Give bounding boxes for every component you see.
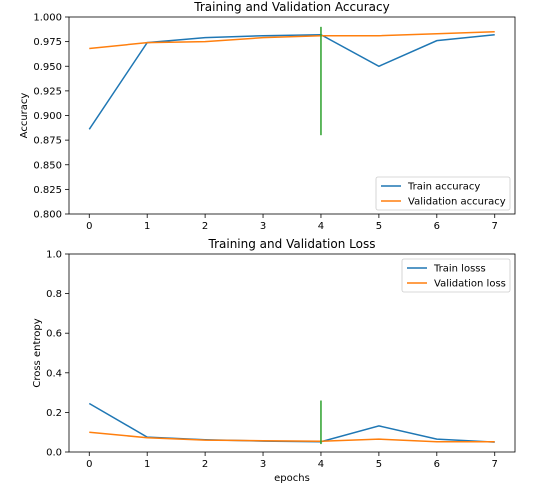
chart-title: Training and Validation Loss [208, 237, 376, 251]
chart-panel-1: Training and Validation Loss Cross entrop… [32, 237, 516, 484]
y-tick-label: 0.900 [33, 111, 62, 122]
y-tick-label: 0.0 [46, 448, 62, 459]
x-tick-label: 5 [376, 459, 382, 470]
chart-panel-0: Training and Validation Accuracy Accuracy… [19, 0, 516, 232]
y-tick-label: 0.4 [46, 368, 62, 379]
series-line-train [88, 402, 495, 443]
x-tick-label: 1 [144, 459, 150, 470]
y-tick-label: 0.875 [33, 136, 62, 147]
x-tick-label: 3 [260, 221, 266, 232]
legend-entry: Validation loss [434, 279, 506, 290]
plot-frame [68, 253, 516, 453]
y-axis-label: Cross entropy [32, 318, 43, 387]
x-tick-label: 4 [318, 459, 324, 470]
y-tick-label: 0.8 [46, 289, 62, 300]
legend-entry: Validation accuracy [408, 197, 506, 208]
series-line-validation [89, 431, 495, 443]
chart-legend: Train accuracy Validation accuracy [375, 176, 511, 211]
legend-box [375, 176, 511, 211]
y-tick-label: 0.6 [46, 329, 62, 340]
x-axis-label: epochs [274, 473, 310, 484]
chart-legend: Train losss Validation loss [401, 258, 511, 293]
y-tick-label: 0.800 [33, 210, 62, 221]
y-tick-label: 0.925 [33, 86, 62, 97]
x-tick-label: 0 [86, 221, 92, 232]
legend-entry: Train accuracy [407, 182, 480, 193]
x-tick-label: 2 [202, 459, 208, 470]
x-tick-label: 1 [144, 221, 150, 232]
plot-frame [68, 16, 516, 215]
series-line-train [88, 33, 495, 130]
x-tick-label: 6 [434, 221, 440, 232]
x-tick-label: 3 [260, 459, 266, 470]
x-tick-label: 7 [492, 459, 498, 470]
x-tick-label: 6 [434, 459, 440, 470]
x-tick-label: 5 [376, 221, 382, 232]
y-tick-label: 1.000 [33, 13, 62, 24]
y-tick-label: 0.950 [33, 62, 62, 73]
y-tick-label: 0.825 [33, 185, 62, 196]
y-tick-label: 0.975 [33, 37, 62, 48]
chart-title: Training and Validation Accuracy [193, 0, 389, 14]
x-tick-label: 2 [202, 221, 208, 232]
x-tick-label: 7 [492, 221, 498, 232]
x-tick-label: 0 [86, 459, 92, 470]
y-tick-label: 0.2 [46, 408, 62, 419]
legend-box [401, 258, 511, 293]
y-axis-label: Accuracy [19, 93, 30, 139]
series-line-validation [89, 31, 495, 50]
legend-entry: Train losss [433, 264, 486, 275]
y-tick-label: 0.850 [33, 160, 62, 171]
x-tick-label: 4 [318, 221, 324, 232]
y-tick-label: 1.0 [46, 250, 62, 261]
